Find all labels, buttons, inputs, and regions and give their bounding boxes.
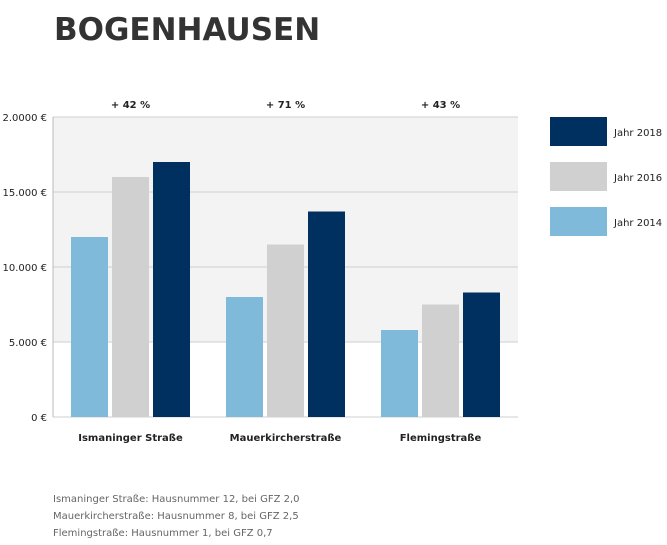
- bar: [226, 297, 263, 417]
- x-tick-label: Ismaninger Straße: [78, 433, 183, 444]
- legend-label: Jahr 2018: [613, 128, 662, 139]
- x-tick-label: Mauerkircherstraße: [230, 433, 342, 444]
- legend-label: Jahr 2016: [613, 173, 662, 184]
- y-tick-label: 10.000 €: [2, 263, 47, 274]
- chart-title: BOGENHAUSEN: [54, 12, 320, 48]
- legend-swatch: [550, 117, 607, 146]
- annotation: + 42 %: [111, 100, 150, 111]
- footnote: Mauerkircherstraße: Hausnummer 8, bei GF…: [53, 511, 299, 522]
- footnote: Flemingstraße: Hausnummer 1, bei GFZ 0,7: [53, 528, 273, 539]
- y-tick-label: 2.0000 €: [2, 113, 47, 124]
- y-tick-label: 0 €: [31, 413, 47, 424]
- x-tick-label: Flemingstraße: [400, 433, 482, 444]
- legend-swatch: [550, 162, 607, 191]
- y-tick-label: 5.000 €: [9, 338, 47, 349]
- bar: [463, 292, 500, 417]
- legend-label: Jahr 2014: [613, 218, 662, 229]
- annotation: + 43 %: [421, 100, 460, 111]
- bar: [112, 177, 149, 417]
- footnote: Ismaninger Straße: Hausnummer 12, bei GF…: [53, 494, 300, 505]
- bar: [267, 244, 304, 417]
- bar: [153, 162, 190, 417]
- y-tick-label: 15.000 €: [2, 188, 47, 199]
- bar: [71, 237, 108, 417]
- bar: [308, 211, 345, 417]
- legend-swatch: [550, 207, 607, 236]
- annotation: + 71 %: [266, 100, 305, 111]
- bar: [381, 330, 418, 417]
- bar: [422, 304, 459, 417]
